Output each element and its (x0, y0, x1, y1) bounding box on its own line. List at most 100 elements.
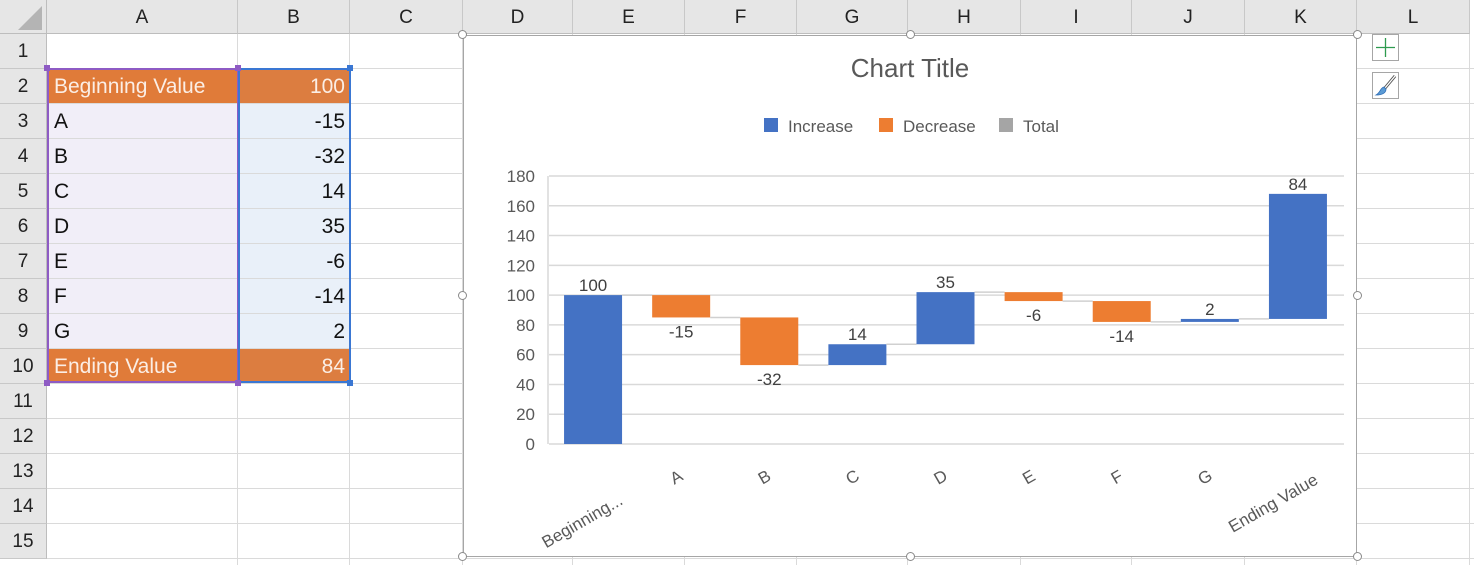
row-header-1[interactable]: 1 (0, 34, 47, 69)
column-header-I[interactable]: I (1021, 0, 1132, 34)
row-header-14[interactable]: 14 (0, 489, 47, 524)
column-header-A[interactable]: A (47, 0, 238, 34)
gridline (47, 558, 1474, 559)
row-header-9[interactable]: 9 (0, 314, 47, 349)
y-tick-label: 120 (507, 256, 535, 275)
row-header-10[interactable]: 10 (0, 349, 47, 384)
y-tick-label: 40 (516, 375, 535, 394)
legend-swatch-total (999, 118, 1013, 132)
row-header-15[interactable]: 15 (0, 524, 47, 559)
category-label: Beginning... (539, 491, 626, 552)
range-handle[interactable] (235, 65, 241, 71)
legend-label: Increase (788, 117, 853, 136)
data-label: 35 (936, 273, 955, 292)
bar-c[interactable] (828, 344, 887, 366)
resize-handle[interactable] (1353, 552, 1362, 561)
column-header-G[interactable]: G (797, 0, 908, 34)
data-label: 84 (1288, 175, 1307, 194)
y-tick-label: 80 (516, 316, 535, 335)
cell-value[interactable]: -15 (240, 104, 350, 138)
range-handle[interactable] (235, 380, 241, 386)
cell-label[interactable]: F (48, 279, 238, 313)
resize-handle[interactable] (1353, 291, 1362, 300)
range-handle[interactable] (44, 380, 50, 386)
range-highlight-labels (47, 68, 239, 383)
cell-label[interactable]: Beginning Value (48, 69, 238, 103)
category-label: G (1195, 466, 1216, 489)
range-handle[interactable] (347, 380, 353, 386)
resize-handle[interactable] (458, 291, 467, 300)
cell-label[interactable]: B (48, 139, 238, 173)
row-header-5[interactable]: 5 (0, 174, 47, 209)
range-highlight-values (238, 68, 351, 383)
cell-value[interactable]: 84 (240, 349, 350, 383)
row-header-8[interactable]: 8 (0, 279, 47, 314)
bar-beginning[interactable] (564, 295, 623, 444)
bar-endingvalue[interactable] (1268, 193, 1327, 319)
bar-g[interactable] (1180, 318, 1239, 322)
cell-value[interactable]: -6 (240, 244, 350, 278)
cell-label[interactable]: Ending Value (48, 349, 238, 383)
column-header-K[interactable]: K (1245, 0, 1357, 34)
range-handle[interactable] (44, 65, 50, 71)
column-header-F[interactable]: F (685, 0, 797, 34)
cell-value[interactable]: 14 (240, 174, 350, 208)
category-label: F (1108, 466, 1126, 488)
bar-e[interactable] (1004, 292, 1063, 302)
cell-label[interactable]: E (48, 244, 238, 278)
legend-label: Decrease (903, 117, 976, 136)
resize-handle[interactable] (906, 552, 915, 561)
legend-swatch-increase (764, 118, 778, 132)
column-header-B[interactable]: B (238, 0, 350, 34)
cell-label[interactable]: C (48, 174, 238, 208)
cell-value[interactable]: -32 (240, 139, 350, 173)
bar-b[interactable] (740, 317, 799, 366)
y-tick-label: 140 (507, 227, 535, 246)
data-label: 2 (1205, 300, 1214, 319)
waterfall-chart[interactable]: Chart Title Increase Decrease Total 0 20 40 60 8… (463, 35, 1357, 557)
data-label: -32 (757, 370, 782, 389)
row-header-7[interactable]: 7 (0, 244, 47, 279)
category-label: Ending Value (1225, 470, 1321, 536)
chart-elements-button[interactable] (1372, 34, 1399, 61)
column-header-L[interactable]: L (1357, 0, 1470, 34)
chart-title[interactable]: Chart Title (851, 53, 970, 83)
column-header-D[interactable]: D (463, 0, 573, 34)
row-header-3[interactable]: 3 (0, 104, 47, 139)
select-all-corner[interactable] (0, 0, 47, 34)
legend-swatch-decrease (879, 118, 893, 132)
y-tick-label: 180 (507, 167, 535, 186)
resize-handle[interactable] (1353, 30, 1362, 39)
column-header-J[interactable]: J (1132, 0, 1245, 34)
cell-label[interactable]: A (48, 104, 238, 138)
column-header-C[interactable]: C (350, 0, 463, 34)
cell-value[interactable]: 100 (240, 69, 350, 103)
resize-handle[interactable] (458, 552, 467, 561)
row-header-4[interactable]: 4 (0, 139, 47, 174)
resize-handle[interactable] (458, 30, 467, 39)
data-label: -14 (1109, 327, 1134, 346)
column-header-E[interactable]: E (573, 0, 685, 34)
resize-handle[interactable] (906, 30, 915, 39)
bar-d[interactable] (916, 292, 975, 345)
y-tick-label: 20 (516, 405, 535, 424)
bar-a[interactable] (652, 295, 711, 318)
cell-value[interactable]: -14 (240, 279, 350, 313)
cell-label[interactable]: D (48, 209, 238, 243)
chart-styles-button[interactable] (1372, 72, 1399, 99)
row-header-2[interactable]: 2 (0, 69, 47, 104)
data-label: 100 (579, 276, 607, 295)
cell-label[interactable]: G (48, 314, 238, 348)
row-header-11[interactable]: 11 (0, 384, 47, 419)
range-handle[interactable] (347, 65, 353, 71)
cell-value[interactable]: 2 (240, 314, 350, 348)
data-label: -15 (669, 322, 694, 341)
column-header-H[interactable]: H (908, 0, 1021, 34)
row-header-6[interactable]: 6 (0, 209, 47, 244)
bar-f[interactable] (1092, 301, 1151, 322)
row-header-13[interactable]: 13 (0, 454, 47, 489)
cell-value[interactable]: 35 (240, 209, 350, 243)
data-label: 14 (848, 325, 867, 344)
row-header-12[interactable]: 12 (0, 419, 47, 454)
legend-label: Total (1023, 117, 1059, 136)
